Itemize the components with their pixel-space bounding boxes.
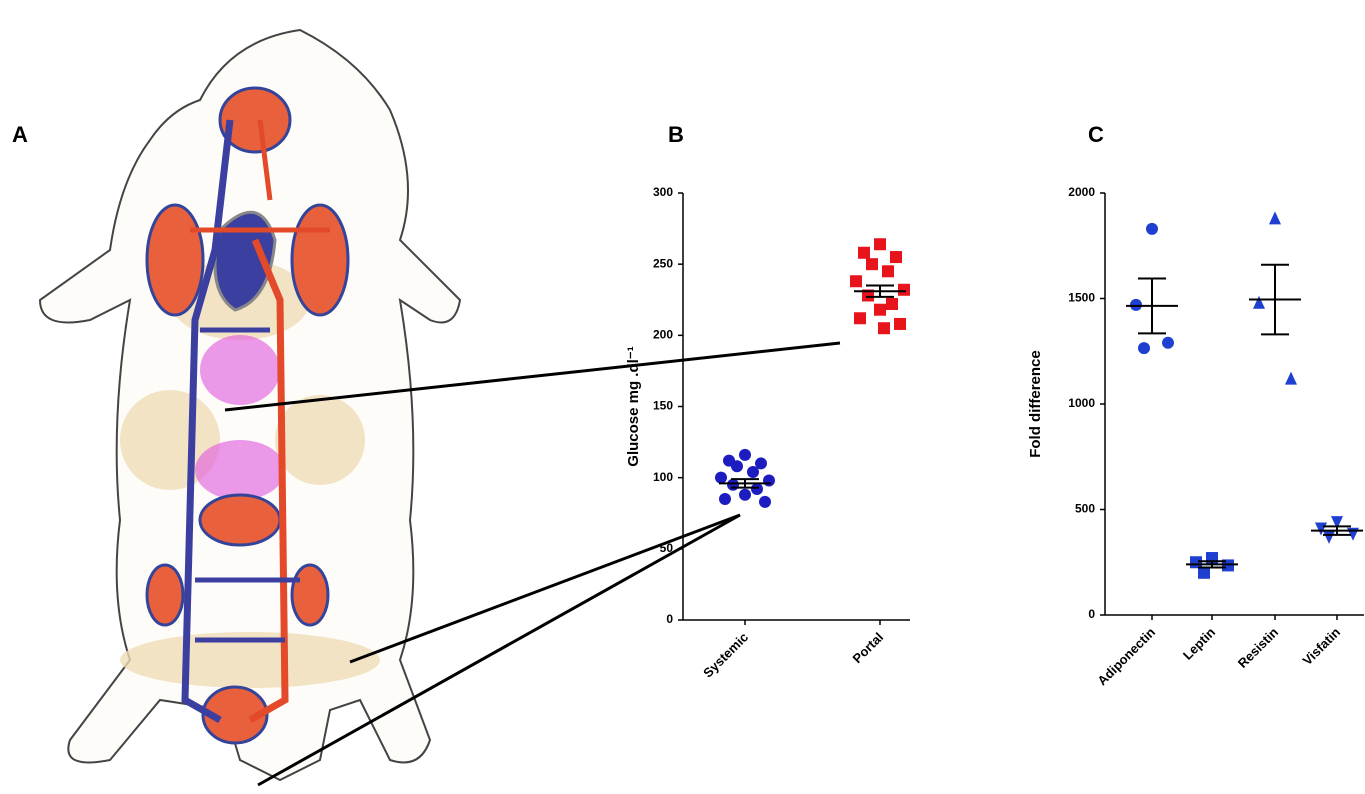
data-point <box>874 238 886 250</box>
data-point <box>759 496 771 508</box>
data-point <box>1146 223 1158 235</box>
figure: A B 0 50 100 150 200 250 300 Glucose mg .dl⁻¹ Sys… <box>0 0 1365 794</box>
data-point <box>727 479 739 491</box>
x-tick-label: Leptin <box>1180 624 1218 662</box>
y-tick-label: 300 <box>653 185 673 199</box>
y-tick-label: 150 <box>653 399 673 413</box>
x-tick-label: Systemic <box>700 630 751 681</box>
data-point <box>1162 337 1174 349</box>
x-tick-label: Portal <box>849 630 886 667</box>
data-point <box>894 318 906 330</box>
data-point <box>1190 556 1202 568</box>
data-point <box>850 275 862 287</box>
data-point <box>886 298 898 310</box>
panel-label: C <box>1088 122 1104 147</box>
data-point <box>739 489 751 501</box>
data-point <box>763 475 775 487</box>
data-point <box>1269 211 1281 224</box>
data-point <box>1253 296 1265 309</box>
y-tick-label: 500 <box>1075 502 1095 516</box>
x-tick-label: Resistin <box>1235 624 1281 670</box>
y-tick-label: 0 <box>666 612 673 626</box>
data-point <box>878 322 890 334</box>
data-point <box>1285 372 1297 385</box>
y-tick-label: 250 <box>653 256 673 270</box>
data-point <box>854 312 866 324</box>
data-point <box>858 247 870 259</box>
x-tick-label: Adiponectin <box>1094 624 1158 688</box>
y-tick-label: 1000 <box>1068 396 1095 410</box>
panel-label: A <box>12 122 28 147</box>
data-point <box>739 449 751 461</box>
y-tick-label: 50 <box>660 541 674 555</box>
y-axis-label: Fold difference <box>1027 350 1044 458</box>
data-point <box>1323 531 1335 544</box>
y-tick-label: 0 <box>1088 607 1095 621</box>
data-point <box>898 284 910 296</box>
y-axis-label: Glucose mg .dl⁻¹ <box>625 346 642 466</box>
y-tick-label: 200 <box>653 328 673 342</box>
data-point <box>1138 342 1150 354</box>
y-tick-label: 2000 <box>1068 185 1095 199</box>
data-point <box>719 493 731 505</box>
data-point <box>1130 299 1142 311</box>
data-point <box>751 483 763 495</box>
data-point <box>890 251 902 263</box>
y-tick-label: 1500 <box>1068 291 1095 305</box>
x-tick-label: Visfatin <box>1299 624 1343 668</box>
data-point <box>866 258 878 270</box>
y-tick-label: 100 <box>653 470 673 484</box>
rat-illustration <box>40 30 460 780</box>
data-point <box>882 265 894 277</box>
data-point <box>1198 567 1210 579</box>
data-point <box>731 460 743 472</box>
data-point <box>747 466 759 478</box>
panel-label: B <box>668 122 684 147</box>
data-point <box>715 472 727 484</box>
data-point <box>874 304 886 316</box>
